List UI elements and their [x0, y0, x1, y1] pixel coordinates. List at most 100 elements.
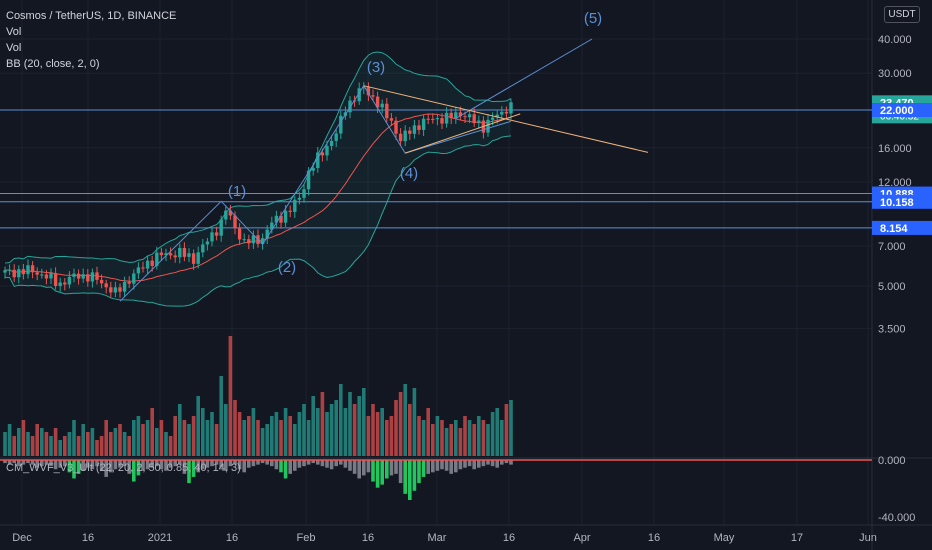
- candle-body: [72, 273, 76, 277]
- lower-band: [4, 135, 512, 307]
- candle-body: [122, 281, 127, 292]
- wvf-bar: [58, 460, 62, 468]
- wvf-bar: [477, 460, 481, 468]
- volume-bar: [486, 424, 490, 456]
- wvf-bar: [334, 460, 338, 467]
- candle-body: [132, 273, 136, 284]
- wvf-bar: [118, 460, 122, 468]
- candle-body: [477, 120, 481, 124]
- volume-bar: [237, 412, 242, 456]
- wvf-bar: [155, 460, 159, 467]
- volume-bar: [214, 424, 219, 456]
- wvf-bar: [95, 460, 99, 467]
- volume-bar: [454, 420, 458, 456]
- volume-bar: [495, 408, 499, 456]
- volume-bar: [509, 400, 513, 456]
- candle-body: [463, 116, 467, 118]
- legend-bollinger[interactable]: BB (20, close, 2, 0): [6, 58, 100, 70]
- chart-title: Cosmos / TetherUS, 1D, BINANCE: [6, 10, 177, 22]
- candle-body: [219, 219, 223, 236]
- volume-bar: [334, 400, 338, 456]
- wvf-bar: [329, 460, 334, 470]
- volume-bar: [426, 408, 430, 456]
- candle-body: [362, 86, 366, 89]
- wvf-bar: [159, 460, 164, 470]
- candle-body: [366, 86, 371, 96]
- candle-body: [385, 103, 389, 119]
- volume-bar: [288, 416, 292, 456]
- volume-bar: [155, 428, 159, 456]
- volume-bar: [7, 424, 12, 456]
- wave-path: [119, 84, 512, 302]
- wvf-bar: [297, 460, 302, 468]
- candle-body: [150, 260, 154, 266]
- time-tick-label: 16: [503, 532, 515, 544]
- candle-body: [398, 133, 403, 142]
- wvf-bar: [40, 460, 44, 467]
- wvf-bar: [311, 460, 315, 464]
- volume-bar: [122, 432, 127, 456]
- legend-volume-1[interactable]: Vol: [6, 26, 22, 38]
- wvf-bar: [362, 460, 366, 476]
- volume-bar: [357, 396, 361, 456]
- wvf-bar: [357, 460, 361, 479]
- volume-bar: [463, 416, 467, 456]
- volume-bar: [348, 392, 352, 456]
- time-tick-label: 17: [791, 532, 803, 544]
- candle-body: [168, 253, 173, 256]
- candle-body: [435, 118, 440, 120]
- wvf-bar: [504, 460, 509, 464]
- wvf-bar: [444, 460, 449, 471]
- wvf-bar: [366, 460, 371, 473]
- wvf-bar: [7, 460, 12, 465]
- candle-body: [53, 273, 58, 286]
- time-tick-label: May: [714, 532, 735, 544]
- candle-body: [251, 235, 256, 244]
- wvf-bar: [164, 460, 168, 471]
- volume-bar: [3, 432, 7, 456]
- wvf-bar: [371, 460, 375, 482]
- time-tick-label: Dec: [12, 532, 32, 544]
- wvf-bar: [127, 460, 131, 474]
- volume-bar: [256, 420, 260, 456]
- candle-body: [145, 260, 150, 269]
- volume-bar: [30, 436, 35, 456]
- candle-body: [49, 273, 53, 279]
- candle-body: [17, 269, 21, 278]
- candle-body: [316, 152, 320, 169]
- legend-volume-2[interactable]: Vol: [6, 42, 22, 54]
- candle-body: [205, 241, 210, 245]
- candle-body: [99, 279, 104, 284]
- wvf-bar: [500, 460, 504, 465]
- wvf-bar: [228, 460, 233, 467]
- currency-button[interactable]: USDT: [884, 6, 920, 23]
- candle-body: [283, 210, 288, 223]
- candle-body: [86, 274, 90, 282]
- candle-body: [178, 247, 182, 258]
- candle-body: [509, 102, 513, 114]
- wvf-bar: [279, 460, 283, 473]
- wvf-bar: [178, 460, 182, 465]
- volume-bar: [90, 428, 95, 456]
- wvf-bar: [435, 460, 440, 471]
- wvf-bar: [481, 460, 486, 467]
- volume-bar: [458, 428, 463, 456]
- indicator-legend[interactable]: CM_WVF_V3_Ult (22, 20, 2, 50, 0.85, 40, …: [6, 462, 241, 474]
- price-tick-label: 40.000: [878, 34, 912, 46]
- volume-bar: [63, 436, 67, 456]
- wvf-bar: [35, 460, 39, 468]
- wvf-bar: [270, 460, 274, 467]
- wvf-tick-label: -40.000: [878, 512, 915, 524]
- triangle-lower: [405, 113, 521, 154]
- wvf-bar: [408, 460, 412, 500]
- wvf-bar: [463, 460, 467, 468]
- candle-body: [394, 120, 398, 134]
- candle-body: [136, 267, 141, 274]
- candle-body: [375, 96, 380, 108]
- band-fill: [5, 51, 511, 307]
- time-tick-label: Feb: [297, 532, 316, 544]
- wvf-bar: [431, 460, 435, 473]
- time-tick-label: 16: [648, 532, 660, 544]
- volume-bar: [421, 420, 426, 456]
